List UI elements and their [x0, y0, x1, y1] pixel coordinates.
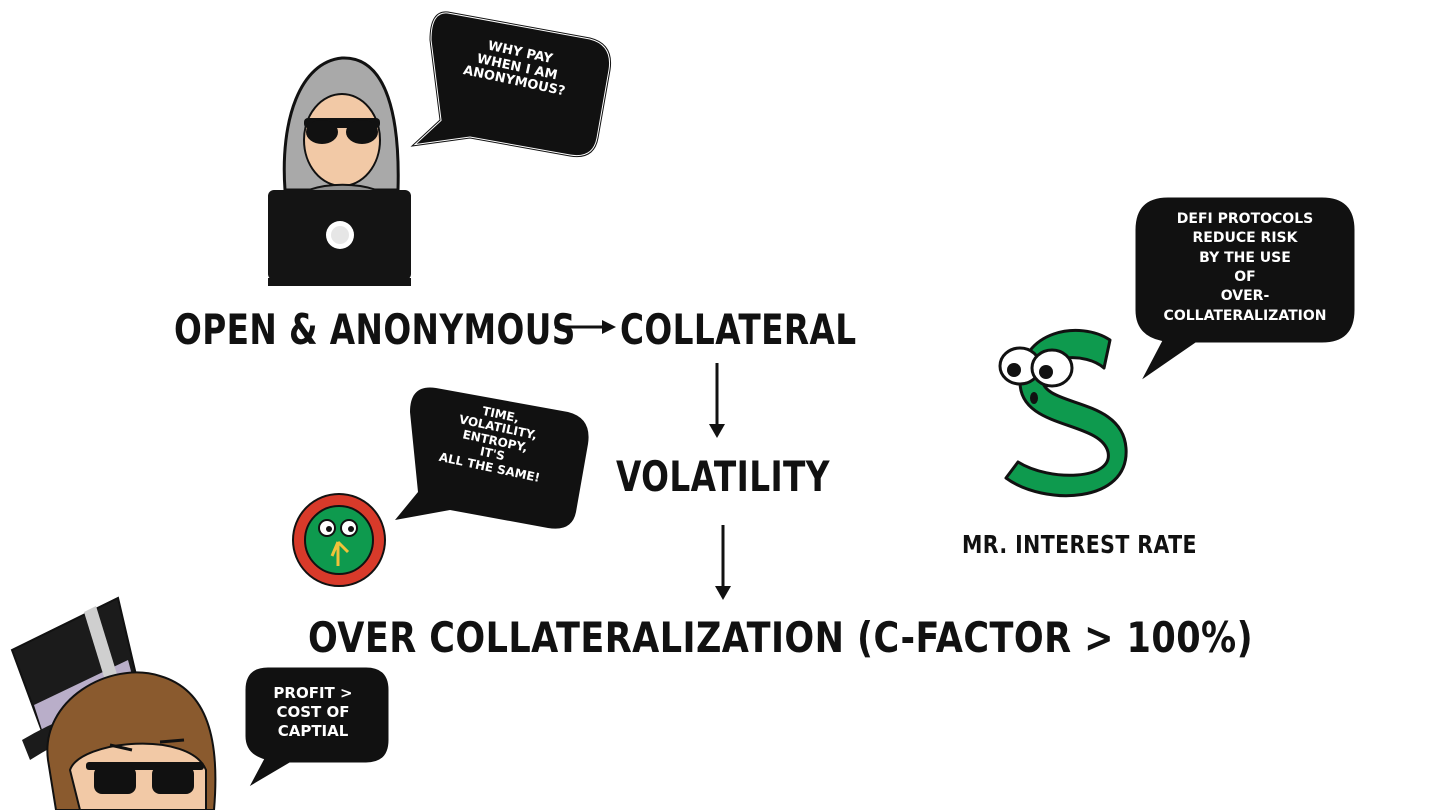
arrow-volatility-to-overcollateralization — [715, 525, 731, 600]
banker-bubble-text: PROFIT > COST OF CAPTIAL — [273, 684, 353, 740]
interest-speech-bubble — [1132, 194, 1358, 386]
hacker-speech-bubble — [407, 10, 613, 159]
label-volatility: VOLATILITY — [616, 452, 830, 501]
label-collateral: COLLATERAL — [620, 305, 857, 354]
interest-bubble-text: DEFI PROTOCOLS REDUCE RISK BY THE USE OF… — [1163, 211, 1327, 324]
arrow-collateral-to-volatility — [709, 363, 725, 438]
clock-character-icon — [292, 493, 386, 587]
arrow-open-to-collateral — [555, 320, 616, 334]
clock-speech-bubble — [395, 387, 589, 529]
hacker-laptop-icon — [268, 56, 411, 286]
label-open-anonymous: OPEN & ANONYMOUS — [174, 305, 576, 354]
dollar-sign-character-icon — [998, 328, 1128, 498]
label-over-collateralization: OVER COLLATERALIZATION (C-FACTOR > 100%) — [308, 613, 1254, 662]
interest-rate-name: MR. INTEREST RATE — [962, 530, 1197, 559]
top-hat-banker-icon — [10, 596, 217, 810]
banker-speech-bubble — [242, 664, 392, 795]
